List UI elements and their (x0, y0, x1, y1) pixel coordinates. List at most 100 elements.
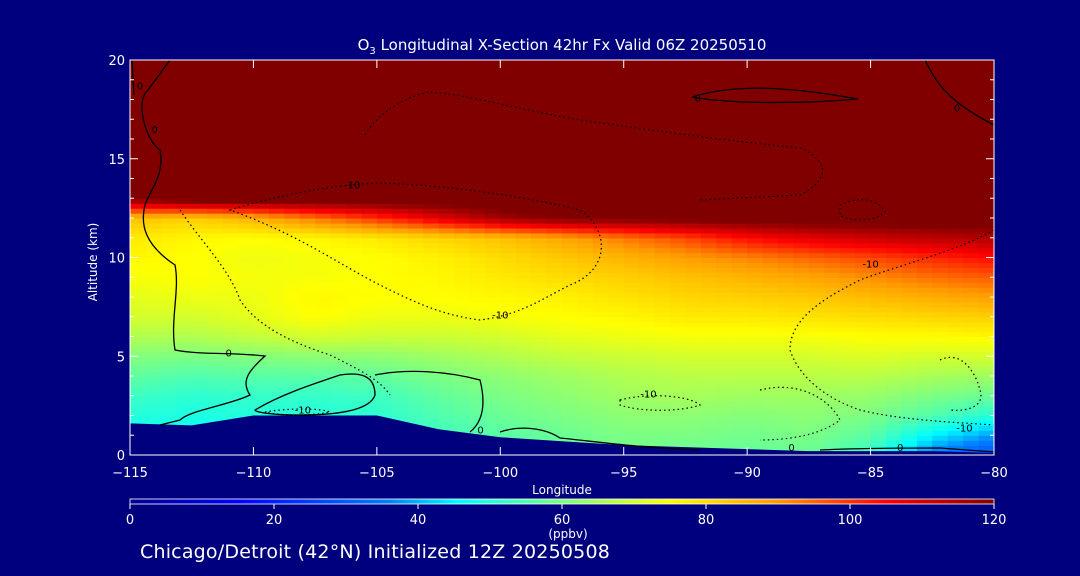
heatmap-cell (515, 282, 532, 288)
heatmap-cell (238, 178, 255, 185)
heatmap-cell (176, 277, 193, 283)
heatmap-cell (731, 252, 748, 259)
heatmap-cell (438, 316, 455, 323)
heatmap-cell (407, 183, 424, 189)
heatmap-cell (253, 326, 270, 333)
heatmap-cell (654, 356, 671, 362)
heatmap-cell (947, 390, 964, 397)
heatmap-cell (870, 99, 887, 106)
heatmap-cell (855, 109, 872, 115)
heatmap-cell (500, 420, 517, 426)
heatmap-cell (500, 227, 517, 234)
heatmap-cell (808, 356, 825, 362)
heatmap-cell (454, 306, 471, 313)
heatmap-cell (639, 410, 656, 417)
heatmap-cell (515, 262, 532, 268)
heatmap-cell (762, 326, 779, 333)
heatmap-cell (855, 277, 872, 283)
heatmap-cell (160, 99, 177, 106)
heatmap-cell (855, 79, 872, 86)
heatmap-cell (901, 380, 918, 387)
heatmap-cell (130, 247, 147, 254)
contour-minus10-mid (228, 182, 602, 321)
heatmap-cell (654, 277, 671, 283)
heatmap-cell (222, 346, 239, 352)
heatmap-cell (747, 84, 764, 91)
heatmap-cell (330, 380, 347, 387)
heatmap-cell (685, 60, 702, 66)
heatmap-cell (392, 208, 409, 214)
heatmap-cell (268, 292, 285, 298)
heatmap-cell (716, 371, 733, 377)
heatmap-cell (762, 153, 779, 160)
heatmap-cell (268, 134, 285, 140)
heatmap-cell (515, 301, 532, 308)
heatmap-cell (222, 99, 239, 106)
heatmap-cell (731, 148, 748, 155)
heatmap-cell (191, 60, 208, 66)
heatmap-cell (901, 321, 918, 328)
heatmap-cell (731, 237, 748, 244)
heatmap-cell (515, 74, 532, 81)
heatmap-cell (639, 143, 656, 150)
heatmap-cell (932, 242, 949, 249)
heatmap-cell (469, 380, 486, 387)
heatmap-cell (299, 257, 316, 264)
heatmap-cell (947, 346, 964, 352)
heatmap-cell (299, 143, 316, 150)
heatmap-cell (562, 148, 579, 155)
heatmap-cell (253, 306, 270, 313)
heatmap-cell (670, 380, 687, 387)
heatmap-cell (207, 129, 224, 135)
heatmap-cell (932, 371, 949, 377)
heatmap-cell (855, 119, 872, 125)
y-tick-label: 20 (108, 54, 125, 69)
heatmap-cell (685, 326, 702, 333)
heatmap-cell (484, 129, 501, 135)
heatmap-cell (160, 227, 177, 234)
heatmap-cell (793, 252, 810, 259)
heatmap-cell (731, 143, 748, 150)
heatmap-cell (315, 316, 332, 323)
heatmap-cell (778, 242, 795, 249)
heatmap-cell (808, 385, 825, 392)
heatmap-cell (330, 346, 347, 352)
heatmap-cell (268, 84, 285, 91)
heatmap-cell (454, 282, 471, 288)
heatmap-cell (793, 390, 810, 397)
heatmap-cell (299, 267, 316, 273)
heatmap-cell (778, 237, 795, 244)
heatmap-cell (747, 79, 764, 86)
heatmap-cell (901, 331, 918, 338)
heatmap-cell (423, 376, 440, 382)
heatmap-cell (700, 119, 717, 125)
heatmap-cell (839, 272, 856, 278)
heatmap-cell (592, 183, 609, 189)
heatmap-cell (608, 203, 625, 209)
heatmap-cell (916, 306, 933, 313)
chart-title: O3 Longitudinal X-Section 42hr Fx Valid … (358, 36, 767, 57)
heatmap-cell (222, 301, 239, 308)
heatmap-cell (238, 316, 255, 323)
heatmap-cell (978, 173, 994, 180)
heatmap-cell (916, 203, 933, 209)
heatmap-cell (238, 237, 255, 244)
heatmap-cell (361, 272, 378, 278)
heatmap-cell (454, 60, 471, 66)
heatmap-cell (145, 282, 162, 288)
heatmap-cell (731, 326, 748, 333)
heatmap-cell (438, 287, 455, 293)
heatmap-cell (346, 331, 363, 338)
heatmap-cell (963, 346, 980, 352)
heatmap-cell (932, 282, 949, 288)
heatmap-cell (639, 301, 656, 308)
heatmap-cell (160, 232, 177, 239)
heatmap-cell (808, 346, 825, 352)
heatmap-cell (886, 114, 903, 120)
heatmap-cell (793, 356, 810, 362)
heatmap-cell (793, 124, 810, 130)
heatmap-cell (654, 163, 671, 170)
heatmap-cell (160, 74, 177, 81)
heatmap-cell (608, 272, 625, 278)
heatmap-cell (330, 129, 347, 135)
